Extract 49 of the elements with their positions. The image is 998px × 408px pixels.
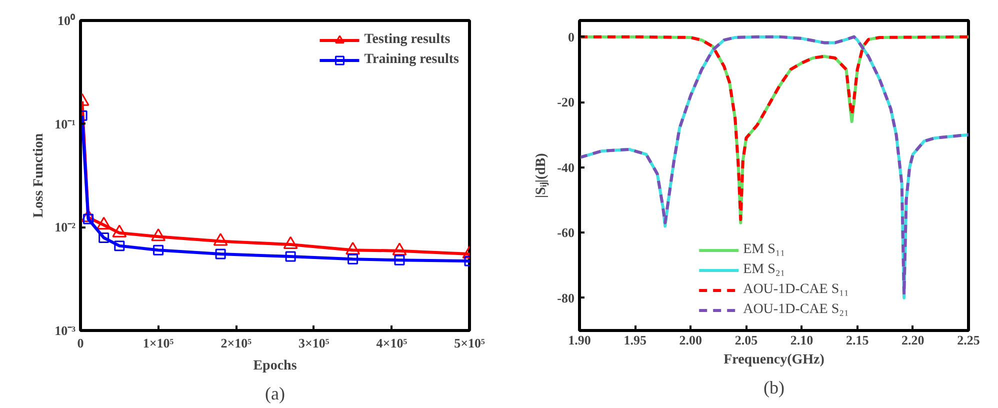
y-tick-label: 10⁻² <box>54 220 76 235</box>
legend-label: EM S₂₁ <box>743 262 786 278</box>
point <box>346 242 360 255</box>
point <box>348 254 358 264</box>
y-tick-label: 10⁰ <box>58 13 76 28</box>
point <box>151 228 166 242</box>
x-tick-label: 2×10⁵ <box>220 336 252 350</box>
point <box>213 233 228 246</box>
point <box>285 251 296 262</box>
legend-label: AOU-1D-CAE S₂₁ <box>743 302 849 318</box>
point <box>96 216 112 230</box>
y-tick-label: 0 <box>568 29 574 44</box>
x-tick-label: 5×10⁵ <box>454 336 486 350</box>
x-tick-label: 3×10⁵ <box>298 336 330 350</box>
point <box>392 242 407 256</box>
point <box>112 224 127 238</box>
x-axis-title: Frequency(GHz) <box>724 352 825 368</box>
x-tick-label: 2.15 <box>846 332 870 348</box>
x-tick-label: 1.95 <box>624 332 647 348</box>
point <box>83 214 94 224</box>
y-tick-label: -60 <box>557 225 575 240</box>
y-tick-label: 10⁻¹ <box>54 116 76 132</box>
y-tick-label: 10⁻³ <box>54 323 76 338</box>
legend-label: EM S₁₁ <box>743 242 786 258</box>
point <box>153 244 164 256</box>
text: (b) <box>764 378 785 398</box>
y-tick-label: -40 <box>557 160 575 175</box>
point <box>215 248 226 260</box>
x-tick-label: 2.20 <box>902 332 924 348</box>
point <box>114 240 125 252</box>
x-tick-label: 1.90 <box>568 332 591 348</box>
y-axis-title: Loss Function <box>32 133 47 218</box>
y-tick-label: -80 <box>557 290 575 306</box>
legend-label: AOU-1D-CAE S₁₁ <box>743 282 849 298</box>
point <box>394 254 405 266</box>
legend-label: Testing results <box>364 32 450 48</box>
x-tick-label: 1×10⁵ <box>142 336 174 350</box>
x-tick-label: 2.05 <box>734 332 758 348</box>
x-tick-label: 2.25 <box>957 332 980 348</box>
x-tick-label: 2.00 <box>679 332 702 348</box>
x-tick-label: 2.10 <box>790 332 814 348</box>
text: (a) <box>265 384 285 404</box>
legend-label: Training results <box>364 52 459 68</box>
y-axis-title: |Sᵢⱼ|(dB) <box>534 152 550 198</box>
point <box>283 236 298 249</box>
point <box>98 232 110 243</box>
y-tick-label: -20 <box>557 94 575 110</box>
x-tick-label: 4×10⁵ <box>376 336 408 350</box>
x-axis-title: Epochs <box>253 358 298 374</box>
